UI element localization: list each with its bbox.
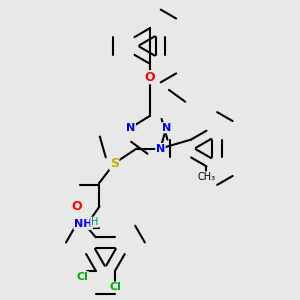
- Text: Cl: Cl: [109, 282, 121, 292]
- Text: S: S: [110, 157, 119, 170]
- Text: O: O: [145, 71, 155, 84]
- Text: H: H: [91, 217, 98, 227]
- Text: N: N: [156, 143, 165, 154]
- Text: Cl: Cl: [76, 272, 88, 282]
- Text: N: N: [162, 123, 171, 133]
- Text: N: N: [126, 123, 135, 133]
- Text: O: O: [72, 200, 83, 213]
- Text: NH: NH: [74, 219, 92, 229]
- Text: CH₃: CH₃: [197, 172, 215, 182]
